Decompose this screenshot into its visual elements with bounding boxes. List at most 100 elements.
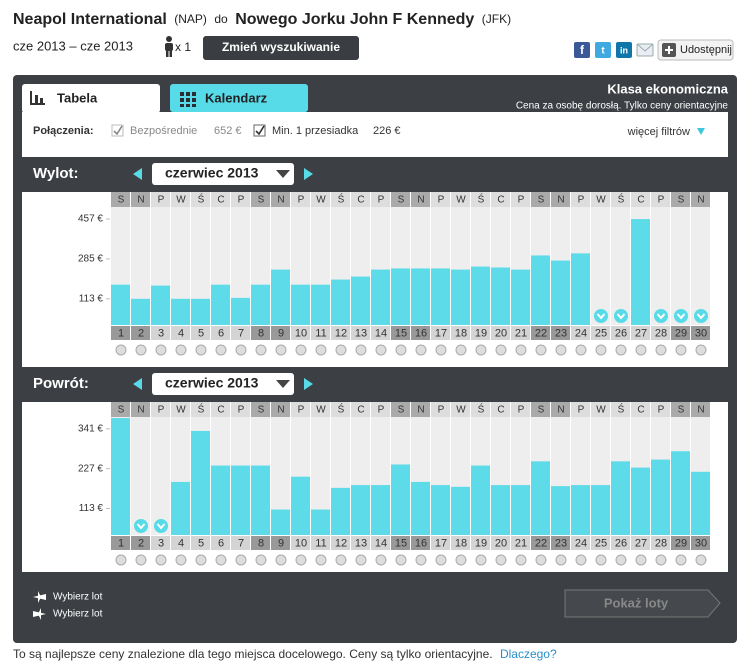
select-radio[interactable]	[515, 554, 527, 566]
select-radio[interactable]	[255, 344, 267, 356]
bar[interactable]	[691, 471, 710, 535]
bar[interactable]	[431, 268, 450, 325]
select-radio[interactable]	[295, 554, 307, 566]
bar[interactable]	[131, 298, 150, 325]
bar[interactable]	[511, 269, 530, 325]
select-radio[interactable]	[355, 554, 367, 566]
select-radio[interactable]	[415, 344, 427, 356]
bar[interactable]	[651, 459, 670, 535]
bar[interactable]	[291, 284, 310, 325]
bar[interactable]	[271, 269, 290, 325]
bar[interactable]	[231, 465, 250, 535]
select-radio[interactable]	[235, 344, 247, 356]
select-radio[interactable]	[555, 554, 567, 566]
prev-month[interactable]	[133, 168, 142, 180]
select-radio[interactable]	[375, 344, 387, 356]
select-radio[interactable]	[495, 344, 507, 356]
bar[interactable]	[591, 485, 610, 535]
select-radio[interactable]	[335, 344, 347, 356]
bar[interactable]	[311, 509, 330, 535]
bar[interactable]	[171, 481, 190, 535]
select-radio[interactable]	[475, 344, 487, 356]
select-radio[interactable]	[615, 344, 627, 356]
select-radio[interactable]	[235, 554, 247, 566]
bar[interactable]	[311, 284, 330, 325]
bar[interactable]	[251, 465, 270, 535]
bar[interactable]	[531, 255, 550, 325]
more-filters-arrow[interactable]	[697, 128, 705, 135]
select-radio[interactable]	[435, 554, 447, 566]
bar[interactable]	[411, 268, 430, 325]
bar[interactable]	[671, 451, 690, 535]
bar[interactable]	[491, 267, 510, 325]
select-radio[interactable]	[615, 554, 627, 566]
social-icons[interactable]: f t in	[574, 42, 654, 58]
bar[interactable]	[631, 467, 650, 535]
select-radio[interactable]	[435, 344, 447, 356]
bar[interactable]	[631, 219, 650, 325]
prev-month[interactable]	[133, 378, 142, 390]
select-radio[interactable]	[535, 554, 547, 566]
bar[interactable]	[171, 298, 190, 325]
select-radio[interactable]	[375, 554, 387, 566]
select-radio[interactable]	[415, 554, 427, 566]
change-search-button[interactable]: Zmień wyszukiwanie	[203, 36, 359, 60]
bar[interactable]	[571, 485, 590, 535]
select-radio[interactable]	[655, 344, 667, 356]
select-radio[interactable]	[135, 554, 147, 566]
select-radio[interactable]	[475, 554, 487, 566]
select-radio[interactable]	[175, 344, 187, 356]
bar[interactable]	[611, 461, 630, 535]
select-radio[interactable]	[675, 344, 687, 356]
tab-table[interactable]: Tabela	[22, 84, 160, 113]
select-radio[interactable]	[215, 554, 227, 566]
select-radio[interactable]	[135, 344, 147, 356]
next-month[interactable]	[304, 168, 313, 180]
bar[interactable]	[251, 284, 270, 325]
select-radio[interactable]	[595, 344, 607, 356]
more-filters[interactable]: więcej filtrów	[627, 126, 690, 138]
select-radio[interactable]	[255, 554, 267, 566]
bar[interactable]	[491, 485, 510, 535]
bar[interactable]	[211, 284, 230, 325]
select-radio[interactable]	[555, 344, 567, 356]
checkbox[interactable]	[253, 124, 266, 137]
select-radio[interactable]	[395, 554, 407, 566]
select-radio[interactable]	[675, 554, 687, 566]
bar[interactable]	[191, 430, 210, 535]
select-radio[interactable]	[315, 554, 327, 566]
bar[interactable]	[111, 418, 130, 535]
bar[interactable]	[351, 276, 370, 325]
tab-calendar[interactable]: Kalendarz	[170, 84, 308, 112]
select-radio[interactable]	[395, 344, 407, 356]
select-radio[interactable]	[155, 344, 167, 356]
month-select[interactable]	[152, 163, 294, 185]
select-radio[interactable]	[215, 344, 227, 356]
select-radio[interactable]	[695, 344, 707, 356]
select-radio[interactable]	[335, 554, 347, 566]
select-radio[interactable]	[115, 344, 127, 356]
bar[interactable]	[291, 476, 310, 535]
select-radio[interactable]	[175, 554, 187, 566]
select-radio[interactable]	[695, 554, 707, 566]
month-select[interactable]	[152, 373, 294, 395]
select-radio[interactable]	[575, 344, 587, 356]
select-radio[interactable]	[635, 554, 647, 566]
bar[interactable]	[471, 465, 490, 535]
select-radio[interactable]	[455, 554, 467, 566]
bar[interactable]	[391, 268, 410, 325]
select-radio[interactable]	[515, 344, 527, 356]
bar[interactable]	[271, 509, 290, 535]
bar[interactable]	[331, 279, 350, 325]
select-radio[interactable]	[315, 344, 327, 356]
bar[interactable]	[151, 285, 170, 325]
bar[interactable]	[371, 485, 390, 535]
select-radio[interactable]	[655, 554, 667, 566]
footer-link[interactable]: Dlaczego?	[500, 647, 557, 661]
select-radio[interactable]	[295, 344, 307, 356]
select-radio[interactable]	[635, 344, 647, 356]
bar[interactable]	[411, 481, 430, 535]
show-flights-button[interactable]: Pokaż loty	[564, 589, 721, 618]
select-radio[interactable]	[595, 554, 607, 566]
select-radio[interactable]	[575, 554, 587, 566]
